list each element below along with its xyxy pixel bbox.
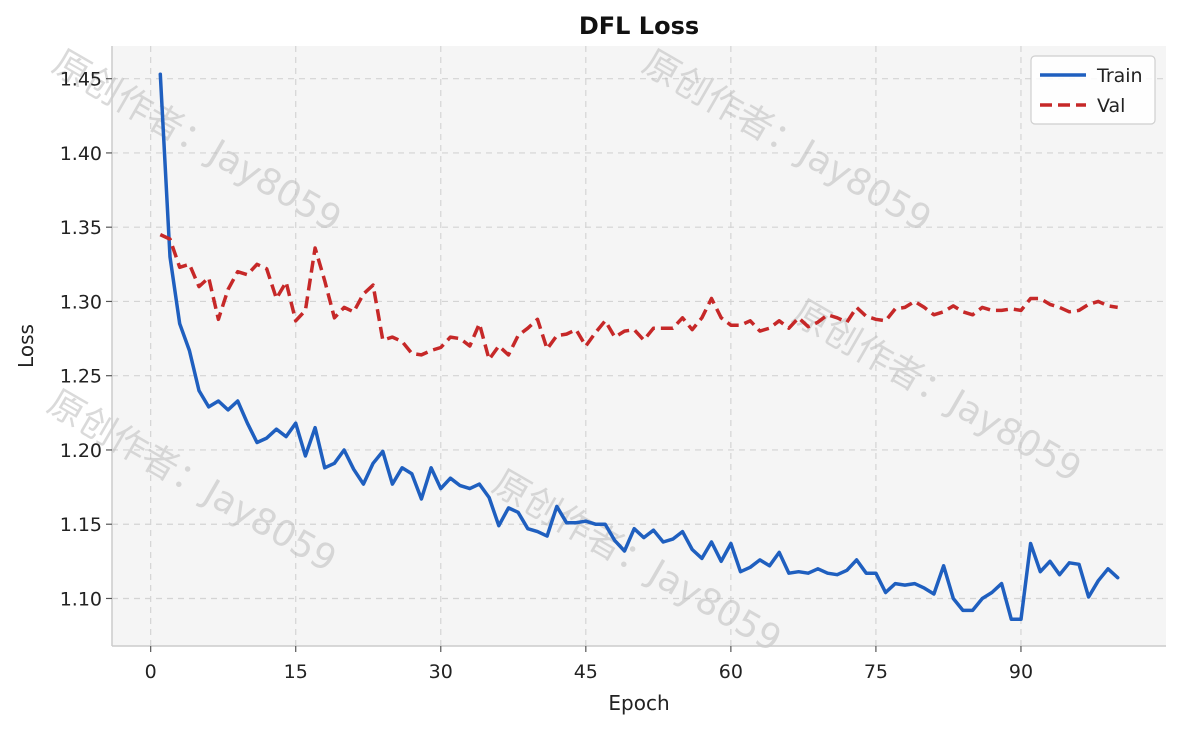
series-line-val xyxy=(159,233,1118,362)
legend: Train Val xyxy=(1030,55,1156,125)
x-tick-label: 75 xyxy=(864,661,888,683)
y-tick-label: 1.45 xyxy=(60,69,102,91)
legend-label-train: Train xyxy=(1096,65,1143,87)
series-layer xyxy=(158,72,1120,622)
y-axis-label: Loss xyxy=(14,324,38,368)
x-tick-label: 15 xyxy=(284,661,308,683)
x-tick-label: 0 xyxy=(145,661,157,683)
series-line-train xyxy=(158,72,1120,622)
y-tick-label: 1.30 xyxy=(60,291,102,313)
legend-label-val: Val xyxy=(1097,95,1125,117)
x-tick-label: 90 xyxy=(1009,661,1033,683)
y-tick-label: 1.15 xyxy=(60,514,102,536)
chart-title: DFL Loss xyxy=(579,12,699,40)
y-tick-label: 1.20 xyxy=(60,440,102,462)
x-tick-label: 60 xyxy=(719,661,743,683)
plot-area xyxy=(112,46,1166,646)
x-axis-ticks: 0 15 30 45 60 75 90 xyxy=(145,646,1033,683)
y-tick-label: 1.10 xyxy=(60,588,102,610)
x-tick-label: 45 xyxy=(574,661,598,683)
legend-box xyxy=(1030,55,1156,125)
y-tick-label: 1.25 xyxy=(60,366,102,388)
y-tick-label: 1.40 xyxy=(60,143,102,165)
y-axis-ticks: 1.10 1.15 1.20 1.25 1.30 1.35 1.40 1.45 xyxy=(60,69,112,610)
x-tick-label: 30 xyxy=(429,661,453,683)
y-tick-label: 1.35 xyxy=(60,217,102,239)
x-axis-label: Epoch xyxy=(608,691,669,715)
